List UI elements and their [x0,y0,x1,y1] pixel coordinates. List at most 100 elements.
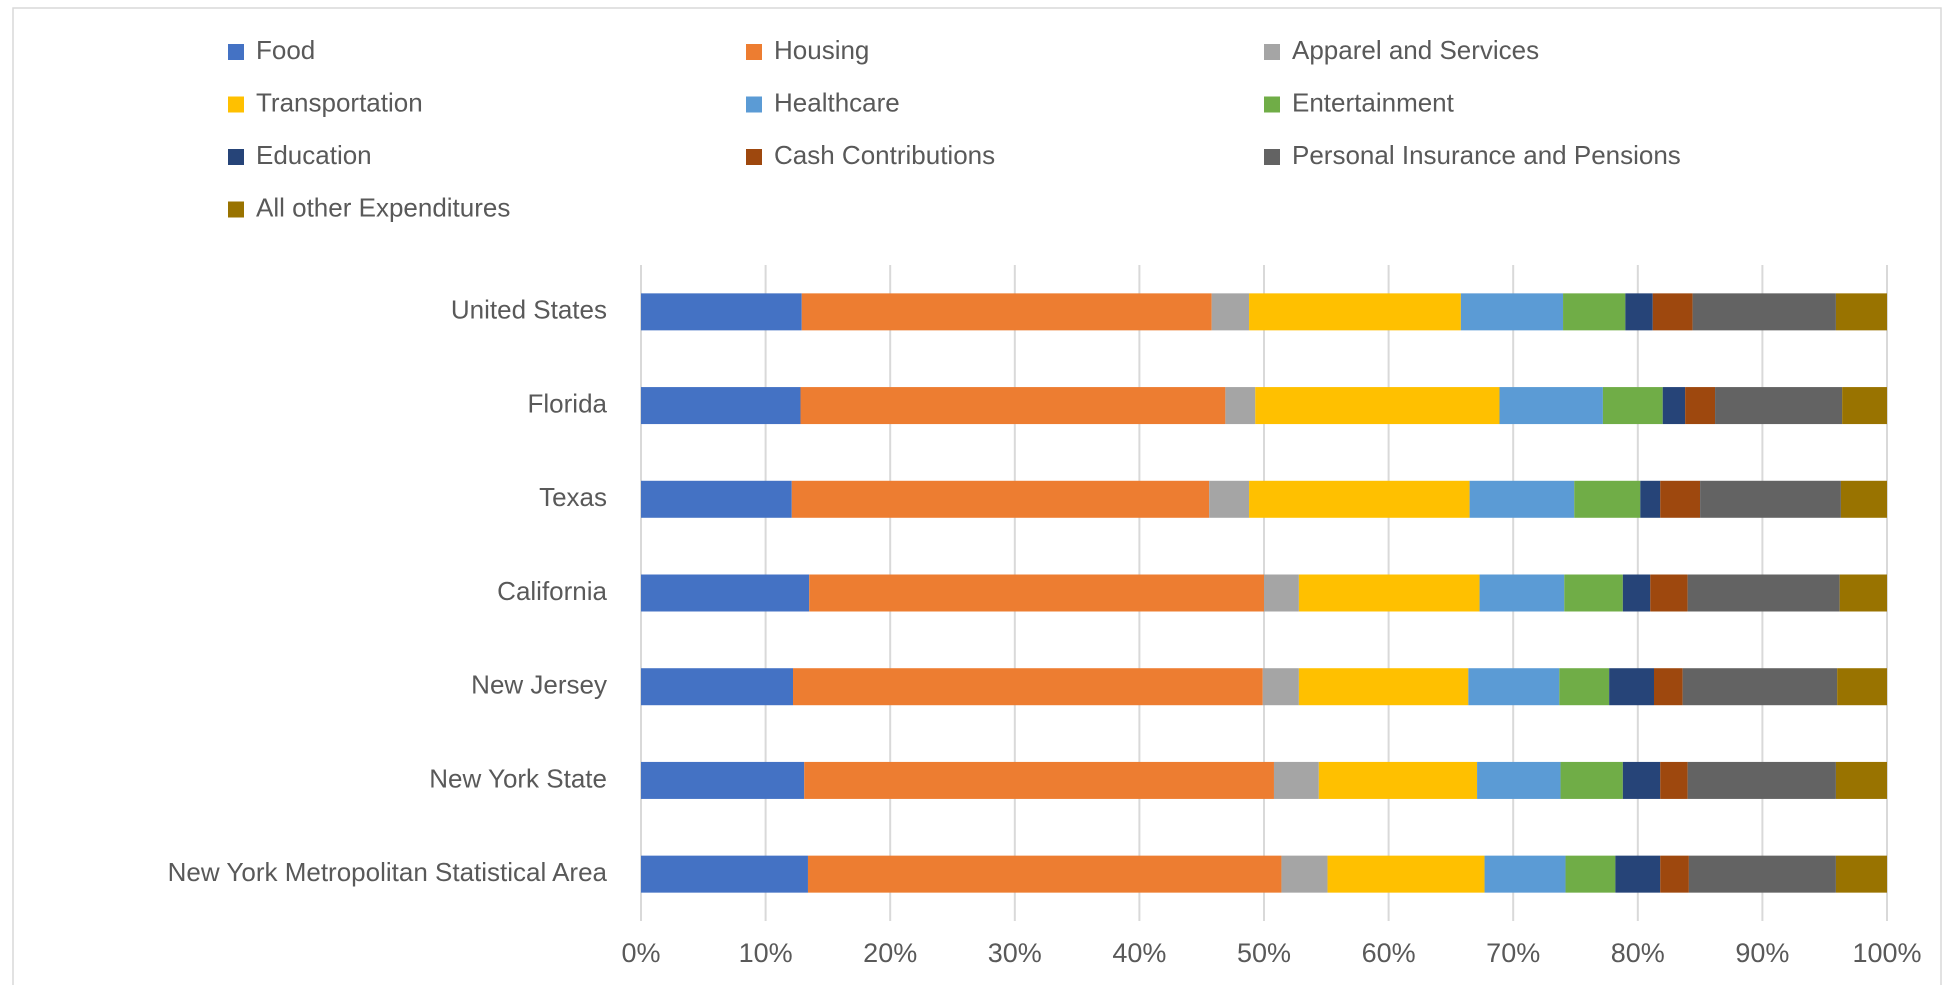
legend-swatch [228,44,244,60]
x-tick-label: 20% [863,938,917,968]
bar-segment [641,574,810,612]
legend-label: Education [256,140,372,170]
bar-segment [1249,293,1461,331]
bar-segment [1660,855,1689,893]
chart-frame [12,7,1942,985]
bar-segment [1688,855,1836,893]
bar-segment [1477,761,1561,799]
bar-segment [1837,668,1887,706]
bar-segment [1559,668,1610,706]
bar-segment [1281,855,1328,893]
bar-segment [1687,574,1840,612]
bar-segment [1615,855,1661,893]
bar-segment [1298,574,1480,612]
bar-segment [1211,293,1250,331]
x-tick-label: 0% [621,938,660,968]
y-tick-label: New York State [429,763,607,793]
bar-segment [1609,668,1654,706]
bar-segment [641,387,801,425]
bar-segment [1640,480,1661,518]
bar-segment [1255,387,1500,425]
bar-segment [801,293,1212,331]
legend-label: Healthcare [774,87,900,117]
bar-segment [1484,855,1566,893]
bar-segment [1264,574,1299,612]
bar-segment [1700,480,1841,518]
bar-segment [1560,761,1623,799]
bar-segment [1653,668,1683,706]
bar-segment [1622,574,1651,612]
x-tick-label: 60% [1362,938,1416,968]
bar-segment [641,293,802,331]
bar-segment [1460,293,1564,331]
bar-segment [1499,387,1603,425]
bar-segment [1682,668,1838,706]
bar-segment [1835,761,1887,799]
legend-swatch [1264,96,1280,113]
y-tick-label: California [497,576,607,606]
legend-label: All other Expenditures [256,192,510,222]
bar-segment [1692,293,1836,331]
bar-segment [1622,761,1661,799]
x-tick-label: 80% [1611,938,1665,968]
bar-segment [1262,668,1299,706]
bar-segment [1625,293,1653,331]
bar-segment [807,855,1282,893]
bar-segment [641,761,805,799]
bar-segment [1840,480,1887,518]
legend-label: Personal Insurance and Pensions [1292,140,1681,170]
legend-swatch [228,149,244,165]
x-tick-label: 10% [739,938,793,968]
y-tick-label: Texas [539,482,607,512]
y-tick-label: New York Metropolitan Statistical Area [168,857,608,887]
bar-segment [1839,574,1887,612]
bar-segment [1835,293,1887,331]
legend-label: Housing [774,35,869,65]
legend-swatch [746,96,762,113]
bar-segment [1652,293,1693,331]
legend-swatch [228,96,244,113]
legend-label: Entertainment [1292,87,1455,117]
bar-segment [641,855,808,893]
bar-segment [1602,387,1663,425]
bar-segment [1225,387,1256,425]
bar-segment [1662,387,1686,425]
bar-segment [1468,668,1560,706]
bar-segment [804,761,1274,799]
x-tick-label: 90% [1735,938,1789,968]
bar-segment [1209,480,1250,518]
bar-segment [1660,480,1701,518]
bar-segment [791,480,1210,518]
bar-segment [1835,855,1887,893]
bar-segment [1687,761,1836,799]
legend-swatch [1264,149,1280,165]
bar-segment [800,387,1226,425]
x-tick-label: 50% [1237,938,1291,968]
legend-label: Cash Contributions [774,140,995,170]
bar-segment [1273,761,1319,799]
legend-label: Apparel and Services [1292,35,1539,65]
legend-swatch [228,201,244,218]
bar-segment [1650,574,1688,612]
bar-segment [1685,387,1716,425]
y-tick-label: United States [451,295,607,325]
y-tick-label: Florida [528,388,608,418]
bar-segment [1564,574,1623,612]
bar-segment [1249,480,1470,518]
y-tick-label: New Jersey [471,670,607,700]
bar-segment [809,574,1264,612]
x-tick-label: 40% [1112,938,1166,968]
x-tick-label: 30% [988,938,1042,968]
legend-swatch [1264,44,1280,60]
bar-segment [1327,855,1485,893]
bar-segment [1469,480,1575,518]
bar-segment [1574,480,1641,518]
bar-segment [1565,855,1616,893]
x-tick-label: 70% [1486,938,1540,968]
bar-segment [1660,761,1688,799]
x-tick-label: 100% [1852,938,1921,968]
bar-segment [641,668,794,706]
bar-segment [1298,668,1469,706]
bar-segment [1715,387,1843,425]
